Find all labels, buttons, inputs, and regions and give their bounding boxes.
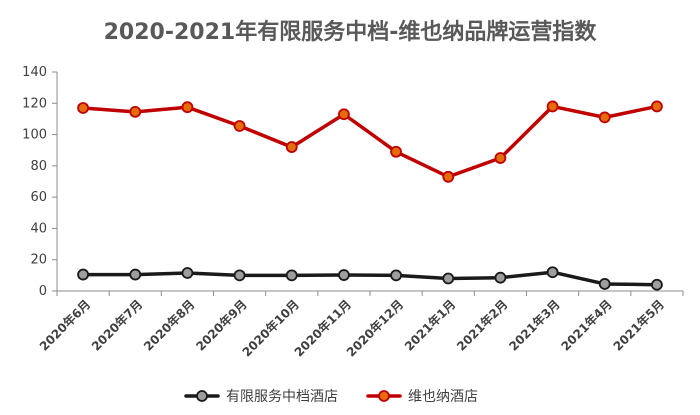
y-tick-label: 140 [22,65,47,80]
y-tick-label: 60 [30,190,47,205]
data-point [77,268,89,281]
legend-label: 有限服务中档酒店 [226,389,338,405]
x-tick-label: 2020年8月 [140,297,197,354]
data-point [390,145,402,158]
x-tick-label: 2021年1月 [401,297,458,354]
data-point [285,141,298,153]
y-tick-label: 0 [39,284,47,299]
chart-legend: 有限服务中档酒店 维也纳酒店 [184,389,478,405]
data-point [285,269,298,282]
data-point [129,268,142,281]
y-tick-label: 40 [30,221,47,236]
data-point [546,266,559,279]
data-point [494,271,507,284]
data-point [442,170,455,183]
data-point [77,102,89,114]
data-point [181,101,194,114]
y-axis-tick-labels: 0 20 40 60 80 100 120 140 [22,65,47,299]
x-tick-label: 2021年3月 [506,297,563,354]
data-point [390,269,402,282]
data-point [181,267,194,279]
y-tick-label: 100 [22,128,47,143]
series-1 [77,266,663,291]
data-point [129,105,142,118]
chart-title: 2020-2021年有限服务中档-维也纳品牌运营指数 [103,20,597,45]
data-point [233,120,246,132]
data-point [494,152,507,164]
series-line [81,270,659,287]
x-tick-label: 2021年4月 [558,297,615,354]
x-axis-tick-labels: 2020年6月2020年7月2020年8月2020年9月2020年10月2020… [36,297,667,360]
x-tick-label: 2021年5月 [610,297,667,354]
data-point [598,278,611,290]
y-tick-label: 120 [22,96,47,111]
data-point [651,100,663,113]
series-line [81,104,659,179]
chart-axes [52,71,684,296]
x-tick-label: 2020年7月 [88,297,145,354]
series-layer [77,100,663,291]
y-tick-label: 80 [30,159,47,174]
legend-marker [196,390,208,402]
legend-marker [378,390,390,402]
legend-label: 维也纳酒店 [408,389,478,405]
data-point [546,100,559,113]
x-tick-label: 2020年9月 [193,297,250,354]
x-tick-label: 2020年6月 [36,297,93,354]
x-tick-label: 2021年2月 [453,297,510,354]
data-point [442,272,455,285]
data-point [651,278,663,291]
data-point [598,111,611,124]
data-point [233,269,246,282]
series-2 [77,100,663,183]
data-point [338,108,350,121]
data-point [338,269,350,281]
y-tick-label: 20 [30,253,47,268]
